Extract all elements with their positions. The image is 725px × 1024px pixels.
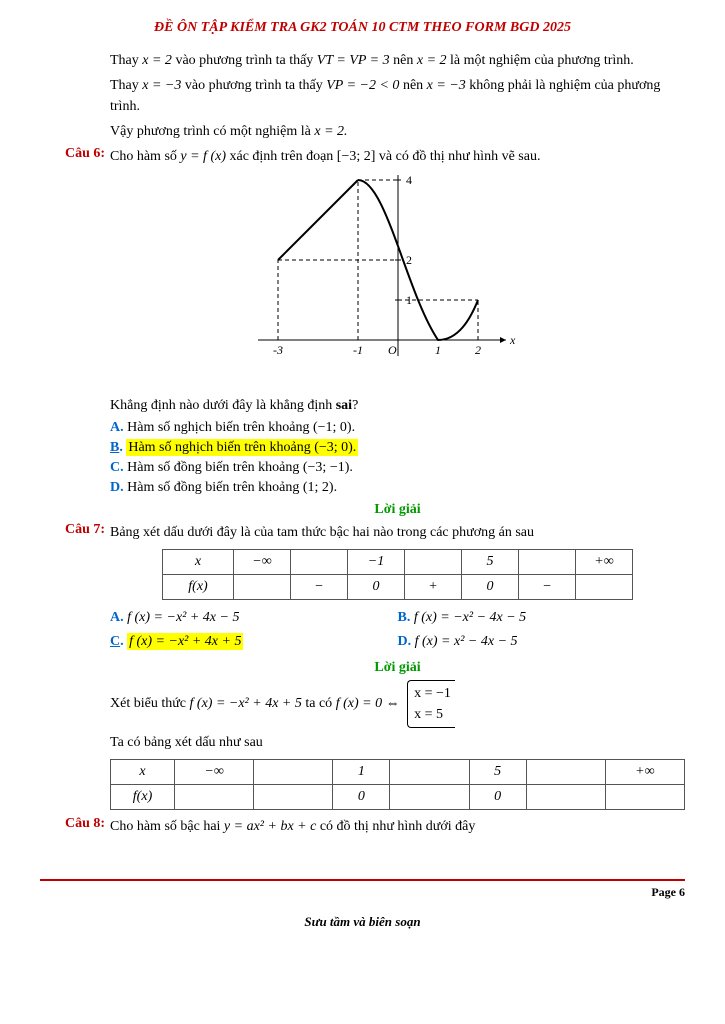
- q7-sign-table-1: x −∞ −1 5 +∞ f(x) − 0 + 0 −: [162, 549, 633, 600]
- intro-p3: Vậy phương trình có một nghiệm là x = 2.: [110, 121, 685, 142]
- q6-option-a: A. Hàm số nghịch biến trên khoảng (−1; 0…: [110, 420, 685, 436]
- question-6: Câu 6: Cho hàm số y = f (x) xác định trê…: [40, 146, 685, 518]
- intro-block: Thay x = 2 vào phương trình ta thấy VT =…: [40, 50, 685, 142]
- page-number: Page 6: [0, 885, 685, 900]
- q7-options-row2: C. f (x) = −x² + 4x + 5 D. f (x) = x² − …: [110, 630, 685, 654]
- q7-options-row1: A. f (x) = −x² + 4x − 5 B. f (x) = −x² −…: [110, 606, 685, 630]
- q6-prompt: Khẳng định nào dưới đây là khẳng định sa…: [110, 395, 685, 416]
- q7-sign-table-2: x −∞ 1 5 +∞ f(x) 0 0: [110, 759, 685, 810]
- svg-text:x: x: [509, 333, 516, 347]
- question-8: Câu 8: Cho hàm số bậc hai y = ax² + bx +…: [40, 816, 685, 837]
- q7-option-c: C. f (x) = −x² + 4x + 5: [110, 634, 398, 650]
- svg-text:4: 4: [406, 175, 412, 187]
- question-7: Câu 7: Bảng xét dấu dưới đây là của tam …: [40, 522, 685, 810]
- function-graph-svg: -3-112124Oxy: [248, 175, 548, 380]
- svg-text:-3: -3: [273, 343, 283, 357]
- doc-header: ĐỀ ÔN TẬP KIỂM TRA GK2 TOÁN 10 CTM THEO …: [40, 20, 685, 36]
- footer-credit: Sưu tầm và biên soạn: [0, 914, 725, 930]
- q6-option-d: D. Hàm số đồng biến trên khoảng (1; 2).: [110, 480, 685, 496]
- svg-text:O: O: [388, 343, 397, 357]
- q7-solution-line2: Ta có bảng xét dấu như sau: [110, 732, 685, 753]
- q8-label: Câu 8:: [65, 816, 105, 832]
- table-row: f(x) 0 0: [111, 785, 685, 810]
- q6-label: Câu 6:: [65, 146, 105, 162]
- svg-text:-1: -1: [353, 343, 363, 357]
- footer-rule: [40, 879, 685, 881]
- q6-option-c: C. Hàm số đồng biến trên khoảng (−3; −1)…: [110, 460, 685, 476]
- svg-text:1: 1: [435, 343, 441, 357]
- svg-text:2: 2: [475, 343, 481, 357]
- q7-option-d: D. f (x) = x² − 4x − 5: [398, 634, 686, 650]
- q7-option-b: B. f (x) = −x² − 4x − 5: [398, 610, 686, 626]
- svg-text:1: 1: [406, 293, 412, 307]
- intro-p2: Thay x = −3 vào phương trình ta thấy VP …: [110, 75, 685, 117]
- svg-text:2: 2: [406, 253, 412, 267]
- table-row: f(x) − 0 + 0 −: [163, 575, 633, 600]
- q6-text: Cho hàm số y = f (x) xác định trên đoạn …: [110, 146, 685, 167]
- q6-loigiai: Lời giải: [110, 502, 685, 518]
- q7-text: Bảng xét dấu dưới đây là của tam thức bậ…: [110, 522, 685, 543]
- table-row: x −∞ 1 5 +∞: [111, 760, 685, 785]
- table-row: x −∞ −1 5 +∞: [163, 550, 633, 575]
- q6-option-b: B. Hàm số nghịch biến trên khoảng (−3; 0…: [110, 440, 685, 456]
- q6-chart: -3-112124Oxy: [110, 175, 685, 385]
- q7-loigiai: Lời giải: [110, 660, 685, 676]
- page: ĐỀ ÔN TẬP KIỂM TRA GK2 TOÁN 10 CTM THEO …: [0, 0, 725, 851]
- q7-label: Câu 7:: [65, 522, 105, 538]
- q7-solution-line1: Xét biểu thức f (x) = −x² + 4x + 5 ta có…: [110, 680, 685, 728]
- cases-brace: x = −1 x = 5: [407, 680, 455, 728]
- intro-p1: Thay x = 2 vào phương trình ta thấy VT =…: [110, 50, 685, 71]
- q8-text: Cho hàm số bậc hai y = ax² + bx + c có đ…: [110, 816, 685, 837]
- q7-option-a: A. f (x) = −x² + 4x − 5: [110, 610, 398, 626]
